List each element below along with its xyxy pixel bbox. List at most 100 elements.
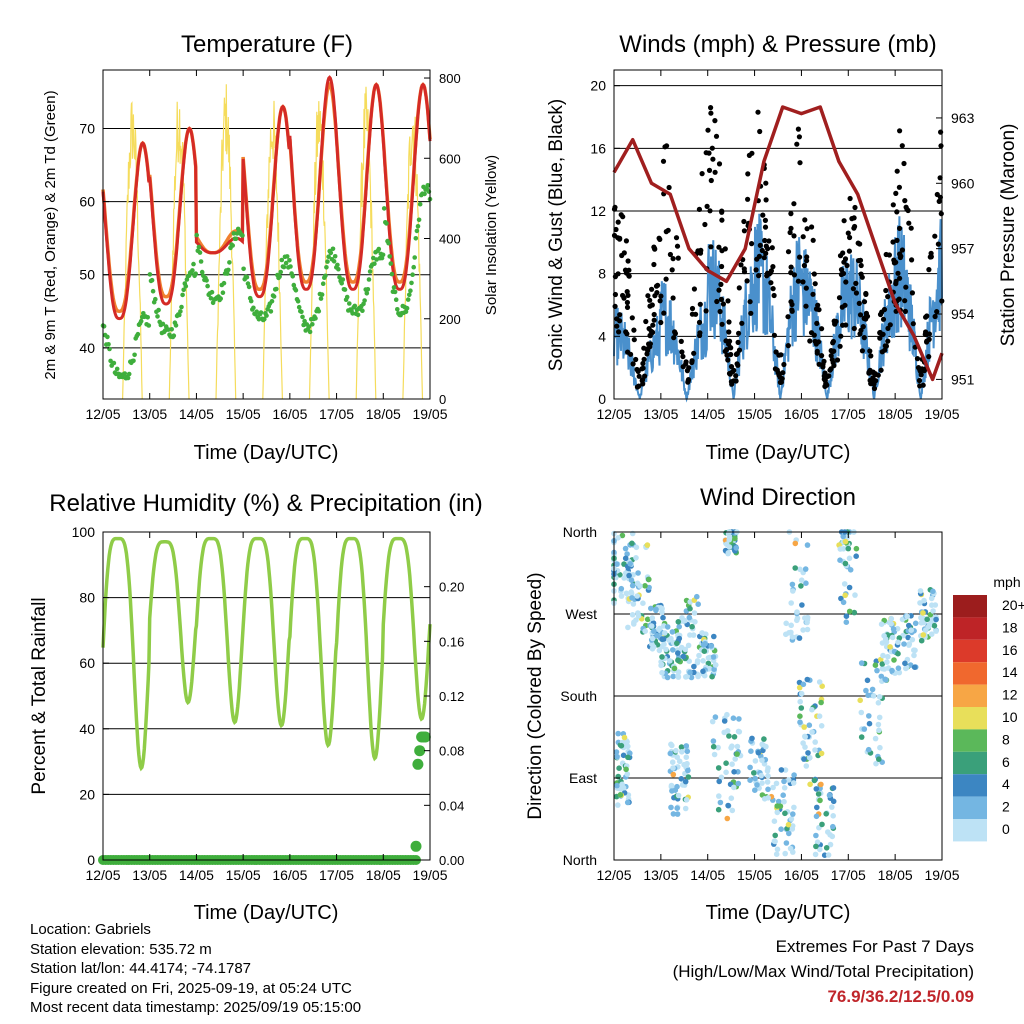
direction-legend-label: 8 bbox=[1002, 731, 1010, 747]
gust-point bbox=[785, 343, 791, 349]
gust-point bbox=[705, 127, 711, 133]
gust-point bbox=[897, 225, 903, 231]
gust-point bbox=[679, 349, 685, 355]
dewpoint-point bbox=[288, 264, 293, 269]
wind-direction-point bbox=[631, 619, 637, 625]
gust-point bbox=[764, 270, 771, 276]
wind-direction-point bbox=[624, 739, 630, 745]
wind-direction-point bbox=[763, 743, 769, 750]
wind-direction-point bbox=[649, 635, 656, 642]
wind-direction-point bbox=[802, 733, 808, 740]
wind-direction-point bbox=[783, 631, 789, 638]
solar-insolation-line bbox=[355, 86, 377, 400]
dewpoint-point bbox=[190, 268, 195, 273]
gust-point bbox=[722, 246, 728, 252]
dewpoint-point bbox=[319, 292, 325, 297]
winds-ytick-label-right: 954 bbox=[951, 306, 975, 322]
gust-point bbox=[890, 202, 896, 208]
gust-point bbox=[745, 171, 751, 177]
gust-point bbox=[774, 367, 780, 373]
dewpoint-point bbox=[183, 284, 189, 289]
wind-direction-point bbox=[712, 714, 719, 720]
elevation-text: Station elevation: 535.72 m bbox=[30, 940, 212, 958]
direction-legend-label: 18 bbox=[1002, 619, 1018, 635]
wind-direction-point bbox=[801, 756, 807, 762]
gust-point bbox=[733, 351, 740, 357]
wind-direction-point bbox=[924, 616, 930, 623]
gust-point bbox=[863, 316, 869, 322]
wind-direction-point bbox=[783, 840, 790, 846]
gust-point bbox=[644, 351, 650, 357]
wind-direction-point bbox=[635, 570, 641, 576]
wind-direction-point bbox=[688, 674, 695, 681]
wind-direction-point bbox=[685, 767, 691, 774]
dewpoint-point bbox=[138, 318, 144, 324]
wind-direction-point bbox=[899, 616, 906, 623]
wind-direction-point bbox=[765, 795, 771, 801]
wind-direction-point bbox=[730, 715, 737, 721]
wind-direction-point bbox=[802, 566, 809, 572]
wind-direction-point bbox=[877, 744, 883, 751]
wind-direction-point bbox=[930, 588, 936, 595]
wind-direction-point bbox=[782, 767, 789, 773]
gust-point bbox=[861, 335, 867, 341]
wind-direction-point bbox=[797, 566, 803, 573]
dewpoint-point bbox=[362, 298, 367, 303]
gust-point bbox=[756, 273, 762, 279]
gust-point bbox=[712, 169, 718, 175]
gust-point bbox=[720, 301, 727, 307]
temperature-title: Temperature (F) bbox=[181, 31, 353, 58]
gust-point bbox=[643, 318, 649, 325]
gust-point bbox=[652, 293, 658, 299]
gust-point bbox=[819, 353, 825, 359]
wind-direction-point bbox=[675, 657, 681, 663]
wind-direction-point bbox=[687, 605, 693, 612]
wind-direction-point bbox=[633, 544, 640, 551]
wind-direction-point bbox=[650, 644, 657, 650]
dewpoint-point bbox=[193, 271, 198, 277]
gust-point bbox=[691, 286, 698, 292]
dewpoint-point bbox=[149, 277, 155, 283]
direction-legend-label: 2 bbox=[1002, 799, 1010, 815]
gust-point bbox=[770, 264, 776, 270]
humidity-ytick-label: 100 bbox=[72, 524, 96, 540]
wind-direction-point bbox=[644, 542, 651, 548]
gust-point bbox=[765, 246, 771, 252]
gust-point bbox=[797, 160, 803, 166]
gust-point bbox=[938, 211, 944, 217]
wind-direction-point bbox=[845, 545, 852, 552]
recent-text: Most recent data timestamp: 2025/09/19 0… bbox=[30, 999, 362, 1016]
wind-direction-point bbox=[896, 669, 903, 676]
wind-direction-point bbox=[678, 744, 685, 750]
wind-direction-point bbox=[717, 799, 724, 806]
gust-point bbox=[716, 244, 722, 250]
wind-direction-point bbox=[901, 641, 907, 647]
wind-direction-point bbox=[637, 583, 643, 589]
wind-direction-point bbox=[682, 778, 689, 785]
dewpoint-point bbox=[126, 371, 132, 377]
gust-point bbox=[791, 201, 797, 207]
gust-point bbox=[624, 299, 631, 306]
wind-direction-point bbox=[781, 778, 787, 785]
wind-direction-point bbox=[830, 823, 836, 830]
gust-point bbox=[811, 271, 817, 277]
wind-direction-point bbox=[896, 635, 903, 641]
dewpoint-point bbox=[328, 250, 334, 256]
dewpoint-point bbox=[277, 274, 282, 279]
gust-point bbox=[748, 310, 754, 316]
gust-point bbox=[763, 197, 769, 203]
gust-point bbox=[766, 238, 772, 244]
gust-point bbox=[858, 271, 864, 277]
direction-xtick-label: 13/05 bbox=[643, 867, 678, 883]
gust-point bbox=[812, 281, 818, 287]
gust-point bbox=[840, 270, 847, 277]
gust-point bbox=[657, 298, 663, 304]
dewpoint-point bbox=[145, 315, 150, 320]
wind-direction-point bbox=[874, 667, 880, 674]
humidity-xtick-label: 17/05 bbox=[319, 867, 354, 883]
dewpoint-point bbox=[299, 309, 304, 315]
wind-direction-point bbox=[891, 657, 897, 663]
gust-point bbox=[896, 184, 903, 190]
wind-direction-point bbox=[617, 792, 624, 798]
wind-direction-point bbox=[930, 608, 936, 614]
